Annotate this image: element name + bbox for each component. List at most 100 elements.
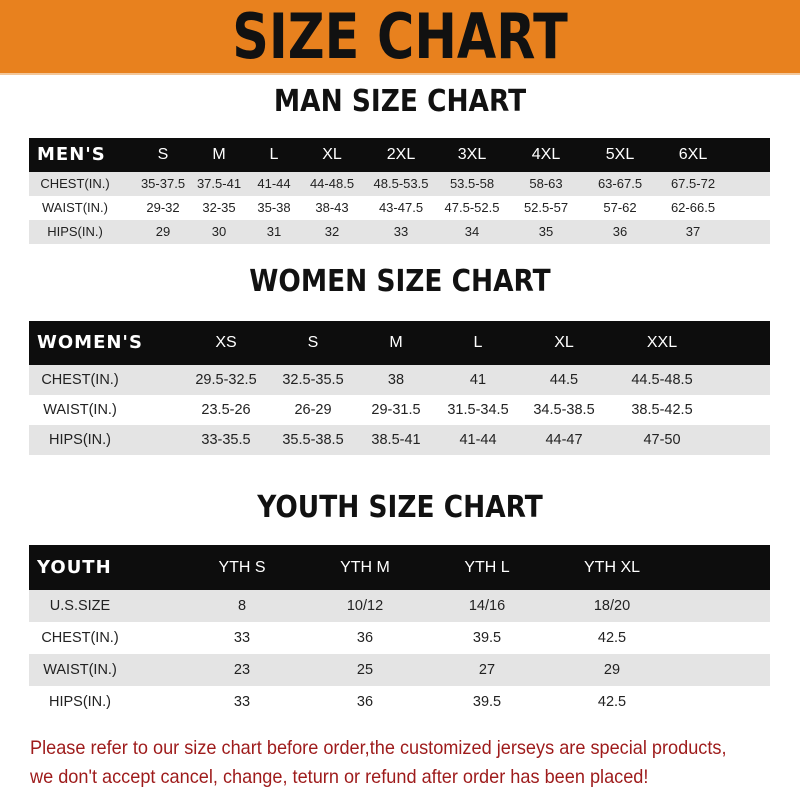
measurement-label: CHEST(IN.): [41, 372, 119, 388]
measurement-value: 31: [266, 224, 282, 239]
measurement-value: 25: [356, 662, 374, 678]
measurement-value: 35-38: [257, 200, 291, 215]
measurement-value: 44.5: [549, 372, 579, 388]
table-row: WAIST(IN.) 23 25 27 29: [29, 654, 770, 686]
size-header-cell: L: [269, 146, 279, 163]
measurement-value: 33: [233, 694, 251, 710]
measurement-label: WAIST(IN.): [43, 402, 117, 418]
order-notice-line-2: we don't accept cancel, change, teturn o…: [30, 766, 649, 788]
size-header-cell: 3XL: [457, 146, 487, 163]
measurement-value: 27: [478, 662, 496, 678]
size-header-cell: XL: [554, 334, 574, 351]
measurement-value: 32: [324, 224, 340, 239]
measurement-value: 31.5-34.5: [447, 402, 509, 418]
measurement-value: 32-35: [202, 200, 236, 215]
measurement-value: 33: [393, 224, 409, 239]
measurement-value: 37.5-41: [196, 176, 242, 191]
size-header-cell: 5XL: [605, 146, 635, 163]
measurement-value: 38.5-41: [371, 432, 421, 448]
measurement-value: 38: [387, 372, 405, 388]
measurement-value: 57-62: [603, 200, 637, 215]
table-row: CHEST(IN.) 35-37.5 37.5-41 41-44 44-48.5 48.5…: [29, 172, 770, 196]
size-header-cell: M: [389, 334, 403, 351]
size-header-cell: XS: [215, 334, 237, 351]
measurement-value: 29: [603, 662, 621, 678]
measurement-value: 33: [233, 630, 251, 646]
measurement-label: WAIST(IN.): [42, 200, 108, 215]
size-header-cell: M: [212, 146, 226, 163]
measurement-value: 26-29: [294, 402, 332, 418]
measurement-value: 39.5: [472, 694, 502, 710]
measurement-value: 35: [538, 224, 554, 239]
measurement-value: 42.5: [597, 630, 627, 646]
size-header-cell: S: [157, 146, 169, 163]
measurement-value: 30: [211, 224, 227, 239]
measurement-value: 41-44: [459, 432, 497, 448]
measurement-label: U.S.SIZE: [49, 598, 111, 614]
measurement-label: WAIST(IN.): [43, 662, 117, 678]
measurement-value: 34.5-38.5: [533, 402, 595, 418]
table-row: U.S.SIZE 8 10/12 14/16 18/20: [29, 590, 770, 622]
order-notice-line-1: Please refer to our size chart before or…: [30, 737, 727, 759]
women-section-title: WOMEN SIZE CHART: [249, 264, 551, 299]
measurement-value: 58-63: [529, 176, 563, 191]
size-header-cell: L: [473, 334, 483, 351]
measurement-value: 32.5-35.5: [282, 372, 344, 388]
measurement-value: 35-37.5: [140, 176, 186, 191]
table-row: HIPS(IN.) 33-35.5 35.5-38.5 38.5-41 41-44 44-…: [29, 425, 770, 455]
size-header-cell: YTH M: [340, 559, 390, 576]
table-header-label: WOMEN'S: [37, 332, 143, 353]
measurement-value: 62-66.5: [670, 200, 716, 215]
size-header-cell: YTH L: [464, 559, 510, 576]
measurement-value: 33-35.5: [201, 432, 251, 448]
measurement-value: 53.5-58: [449, 176, 495, 191]
measurement-value: 23: [233, 662, 251, 678]
measurement-value: 29: [155, 224, 171, 239]
size-header-cell: YTH XL: [583, 559, 641, 576]
measurement-value: 29-31.5: [371, 402, 421, 418]
measurement-value: 44-47: [545, 432, 583, 448]
men-header-row: MEN'S S M L XL 2XL 3XL 4XL 5XL 6XL: [29, 138, 770, 172]
size-header-cell: 2XL: [386, 146, 416, 163]
table-row: CHEST(IN.) 29.5-32.5 32.5-35.5 38 41 44.5 44.5…: [29, 365, 770, 395]
size-header-cell: XL: [322, 146, 342, 163]
women-header-row: WOMEN'S XS S M L XL XXL: [29, 321, 770, 365]
measurement-value: 52.5-57: [523, 200, 569, 215]
table-row: HIPS(IN.) 33 36 39.5 42.5: [29, 686, 770, 718]
measurement-value: 42.5: [597, 694, 627, 710]
size-header-cell: 4XL: [531, 146, 561, 163]
measurement-value: 18/20: [593, 598, 631, 614]
measurement-value: 23.5-26: [201, 402, 251, 418]
youth-section-title: YOUTH SIZE CHART: [257, 490, 543, 525]
measurement-value: 38.5-42.5: [631, 402, 693, 418]
measurement-value: 35.5-38.5: [282, 432, 344, 448]
measurement-label: HIPS(IN.): [47, 224, 103, 239]
table-row: CHEST(IN.) 33 36 39.5 42.5: [29, 622, 770, 654]
table-header-label: YOUTH: [37, 557, 112, 578]
size-chart-banner: SIZE CHART: [0, 0, 800, 75]
table-header-label: MEN'S: [37, 144, 106, 165]
order-notice: Please refer to our size chart before or…: [30, 734, 737, 792]
measurement-value: 44-48.5: [309, 176, 355, 191]
measurement-value: 34: [464, 224, 480, 239]
measurement-value: 14/16: [468, 598, 506, 614]
size-header-cell: YTH S: [218, 559, 266, 576]
measurement-value: 41: [469, 372, 487, 388]
table-row: WAIST(IN.) 23.5-26 26-29 29-31.5 31.5-34.5 34…: [29, 395, 770, 425]
measurement-value: 36: [356, 694, 374, 710]
banner-title: SIZE CHART: [232, 0, 568, 73]
measurement-value: 37: [685, 224, 701, 239]
measurement-value: 29-32: [146, 200, 180, 215]
measurement-value: 47.5-52.5: [444, 200, 500, 215]
measurement-value: 48.5-53.5: [373, 176, 429, 191]
measurement-value: 47-50: [643, 432, 681, 448]
measurement-value: 44.5-48.5: [631, 372, 693, 388]
measurement-value: 36: [356, 630, 374, 646]
measurement-value: 63-67.5: [597, 176, 643, 191]
size-header-cell: S: [307, 334, 319, 351]
measurement-value: 39.5: [472, 630, 502, 646]
youth-header-row: YOUTH YTH S YTH M YTH L YTH XL: [29, 545, 770, 590]
measurement-label: HIPS(IN.): [48, 694, 112, 710]
measurement-value: 38-43: [315, 200, 349, 215]
measurement-value: 67.5-72: [670, 176, 716, 191]
